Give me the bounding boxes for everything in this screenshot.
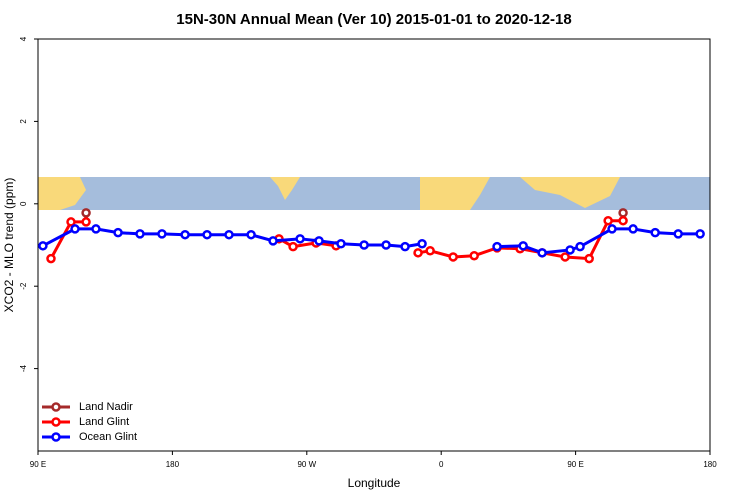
data-point bbox=[268, 236, 278, 246]
data-point bbox=[673, 229, 683, 239]
legend-label: Ocean Glint bbox=[79, 431, 137, 443]
chart-title: 15N-30N Annual Mean (Ver 10) 2015-01-01 … bbox=[176, 11, 571, 28]
data-point bbox=[565, 245, 575, 255]
x-tick-label: 90 E bbox=[567, 460, 583, 469]
data-point bbox=[425, 246, 435, 256]
legend-label: Land Nadir bbox=[79, 401, 133, 413]
data-point bbox=[81, 208, 91, 218]
legend-label: Land Glint bbox=[79, 416, 129, 428]
data-point bbox=[180, 229, 190, 240]
data-point bbox=[314, 236, 324, 246]
data-point bbox=[518, 241, 528, 251]
data-point bbox=[695, 229, 705, 239]
map-band bbox=[38, 177, 710, 210]
data-point bbox=[91, 224, 101, 234]
data-point bbox=[359, 240, 369, 250]
data-point bbox=[607, 224, 617, 234]
x-tick-label: 90 W bbox=[297, 460, 316, 469]
data-point bbox=[575, 241, 585, 252]
y-tick-label: -2 bbox=[19, 282, 28, 290]
x-tick-label: 180 bbox=[703, 460, 717, 469]
data-point bbox=[157, 229, 167, 239]
data-point bbox=[113, 227, 123, 238]
data-point bbox=[492, 241, 502, 252]
y-axis-label: XCO2 - MLO trend (ppm) bbox=[2, 178, 16, 313]
data-point bbox=[413, 248, 423, 258]
data-point bbox=[603, 215, 613, 226]
data-point bbox=[417, 239, 427, 249]
y-tick-label: 4 bbox=[19, 36, 28, 41]
data-point bbox=[618, 215, 628, 226]
data-point bbox=[560, 252, 570, 262]
data-point bbox=[448, 252, 458, 262]
data-point bbox=[469, 250, 479, 261]
data-point bbox=[46, 253, 56, 264]
data-point bbox=[38, 241, 48, 251]
data-point bbox=[288, 241, 298, 252]
plot-frame bbox=[37, 38, 711, 452]
y-tick-label: -4 bbox=[19, 364, 28, 372]
data-point bbox=[81, 217, 91, 227]
legend-marker bbox=[51, 417, 61, 427]
data-point bbox=[246, 229, 256, 240]
legend-marker bbox=[51, 402, 61, 412]
data-point bbox=[618, 208, 628, 218]
data-point bbox=[202, 229, 212, 240]
x-axis-label: Longitude bbox=[348, 476, 401, 490]
data-point bbox=[584, 253, 594, 264]
series-line bbox=[497, 227, 701, 255]
y-tick-label: 0 bbox=[19, 201, 28, 206]
series-line bbox=[278, 237, 337, 249]
data-point bbox=[400, 241, 410, 252]
data-point bbox=[295, 234, 305, 244]
data-point bbox=[70, 224, 80, 234]
data-point bbox=[381, 240, 391, 250]
data-point bbox=[336, 239, 346, 249]
data-point bbox=[135, 229, 145, 239]
legend: Land Nadir Land Glint Ocean Glint bbox=[42, 401, 137, 443]
data-point bbox=[628, 224, 638, 234]
data-point bbox=[66, 217, 76, 227]
data-point bbox=[650, 227, 660, 238]
data-point bbox=[224, 229, 234, 240]
x-tick-label: 90 E bbox=[30, 460, 46, 469]
x-tick-label: 180 bbox=[166, 460, 180, 469]
legend-marker bbox=[51, 432, 61, 442]
y-tick-label: 2 bbox=[19, 119, 28, 124]
x-tick-label: 0 bbox=[439, 460, 444, 469]
data-point bbox=[537, 248, 547, 258]
